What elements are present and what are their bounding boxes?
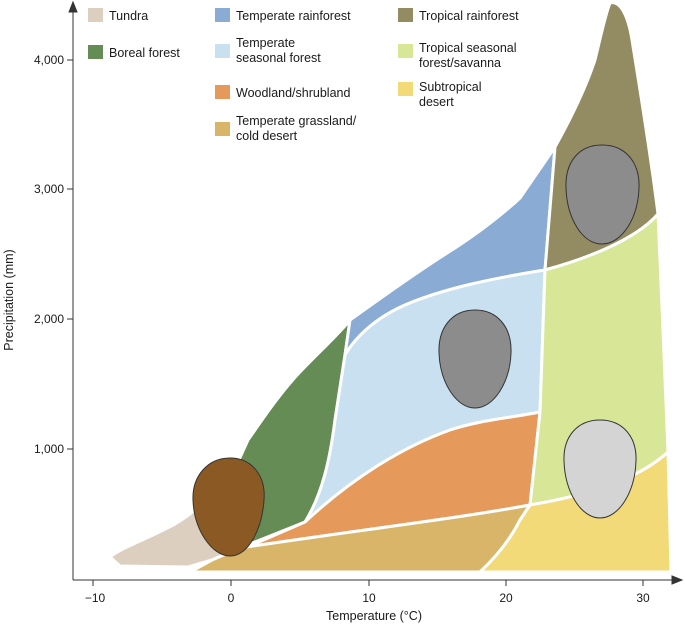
x-tick-label: 10: [362, 591, 376, 605]
legend-label-tropical-rainforest: Tropical rainforest: [419, 9, 519, 23]
legend-swatch-woodland: [215, 85, 230, 99]
axes: [67, 0, 684, 586]
legend-label-temperate-seasonal: Temperate: [236, 36, 295, 50]
y-tick-labels: 1,000 2,000 3,000 4,000: [34, 53, 64, 456]
site-marker-tropical-rainforest: [565, 144, 640, 245]
x-tick-label: 0: [228, 591, 235, 605]
legend-swatch-subtropical-desert: [398, 82, 413, 96]
legend-swatch-tropical-rainforest: [398, 8, 413, 22]
x-tick-labels: −10 0 10 20 30: [85, 591, 650, 605]
x-axis-arrow-icon: [671, 575, 684, 585]
legend-swatch-tundra: [88, 8, 103, 22]
legend-label-subtropical-desert: desert: [419, 95, 454, 109]
y-tick-label: 3,000: [34, 182, 64, 196]
y-tick-label: 2,000: [34, 312, 64, 326]
legend-label-tropical-seasonal: forest/savanna: [419, 56, 501, 70]
legend-swatch-temperate-rainforest: [215, 8, 230, 22]
site-marker-savanna: [563, 419, 637, 519]
legend-label-grassland: cold desert: [236, 129, 298, 143]
site-marker-brown: [192, 457, 265, 557]
legend-label-subtropical-desert: Subtropical: [419, 80, 482, 94]
x-axis-title: Temperature (°C): [326, 609, 422, 623]
legend-label-tundra: Tundra: [109, 9, 148, 23]
legend-label-temperate-seasonal: seasonal forest: [236, 51, 321, 65]
x-tick-label: 20: [499, 591, 513, 605]
legend-label-woodland: Woodland/shrubland: [236, 86, 350, 100]
legend-label-temperate-rainforest: Temperate rainforest: [236, 9, 351, 23]
x-tick-label: −10: [85, 591, 106, 605]
x-tick-label: 30: [636, 591, 650, 605]
y-tick-label: 1,000: [34, 442, 64, 456]
y-axis-arrow-icon: [68, 0, 78, 13]
legend-swatch-tropical-seasonal: [398, 44, 413, 58]
legend-label-tropical-seasonal: Tropical seasonal: [419, 41, 517, 55]
y-axis-title: Precipitation (mm): [2, 249, 16, 350]
y-tick-label: 4,000: [34, 53, 64, 67]
site-markers: [192, 144, 640, 557]
legend-swatch-boreal-forest: [88, 45, 103, 59]
legend: Tundra Boreal forest Temperate rainfores…: [88, 8, 519, 143]
legend-label-boreal-forest: Boreal forest: [109, 46, 180, 60]
legend-label-grassland: Temperate grassland/: [236, 114, 357, 128]
legend-swatch-grassland: [215, 122, 230, 136]
legend-swatch-temperate-seasonal: [215, 44, 230, 58]
site-marker-temperate-forest: [438, 309, 512, 409]
